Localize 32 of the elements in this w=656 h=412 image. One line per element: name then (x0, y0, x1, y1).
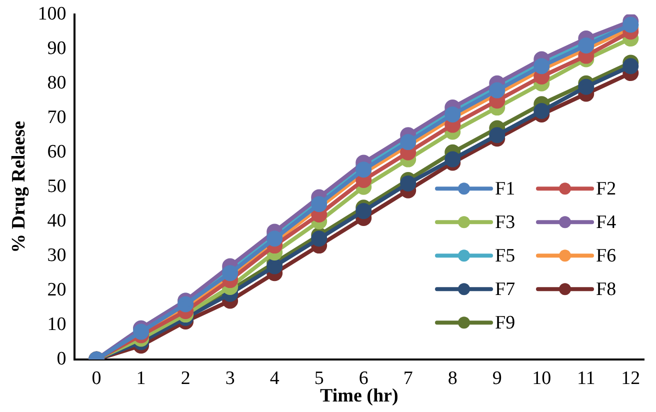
y-tick-label: 20 (47, 279, 66, 300)
x-tick-label: 4 (270, 368, 280, 389)
y-tick-label: 60 (47, 141, 66, 162)
x-tick-label: 1 (136, 368, 146, 389)
y-tick-label: 70 (47, 106, 66, 128)
y-axis-title: % Drug Relaese (8, 120, 30, 253)
x-tick-label: 9 (492, 368, 502, 389)
legend-label: F9 (495, 312, 516, 334)
x-tick-label: 0 (92, 368, 102, 389)
legend-label: F7 (495, 279, 516, 300)
y-tick-label: 0 (56, 348, 66, 370)
x-tick-label: 3 (225, 368, 235, 389)
legend-label: F1 (495, 178, 516, 200)
y-tick-label: 10 (47, 314, 66, 335)
y-tick-label: 50 (47, 176, 66, 197)
y-tick-label: 40 (47, 210, 66, 232)
x-tick-label: 7 (403, 368, 413, 389)
legend-label: F5 (495, 246, 516, 267)
x-tick-label: 12 (621, 368, 640, 389)
legend-label: F3 (495, 212, 516, 234)
legend-label: F4 (596, 212, 617, 234)
y-tick-label: 80 (47, 72, 66, 94)
x-tick-label: 8 (448, 368, 458, 389)
legend-label: F6 (596, 246, 616, 267)
y-tick-label: 90 (47, 38, 66, 59)
legend-label: F8 (596, 279, 616, 300)
x-tick-label: 11 (576, 368, 596, 389)
legend-label: F2 (596, 178, 616, 200)
y-tick-label: 100 (38, 3, 66, 24)
y-tick-label: 30 (47, 244, 66, 266)
x-tick-label: 10 (532, 368, 552, 389)
x-tick-label: 2 (180, 368, 190, 389)
